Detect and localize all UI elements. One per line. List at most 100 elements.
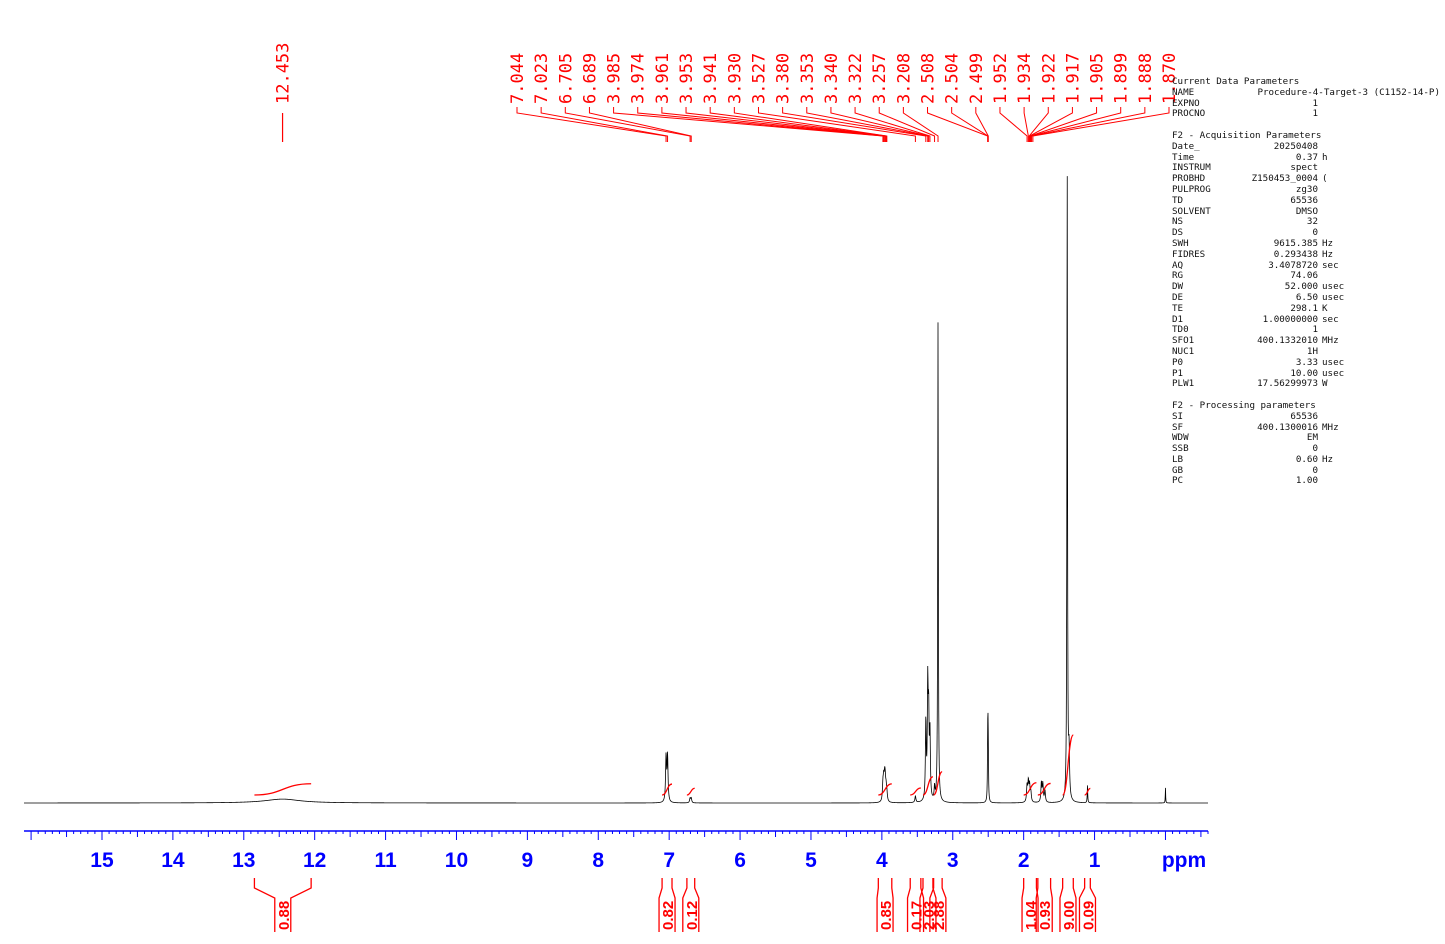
param-value: spect — [1290, 162, 1318, 174]
param-row: SFO1 400.1332010 MHz — [1172, 335, 1440, 347]
integral-value: 0.82 — [660, 901, 677, 930]
peak-label: 3.974 — [629, 53, 649, 104]
param-key: SFO1 — [1172, 335, 1195, 347]
processing-params-header: F2 - Processing parameters — [1172, 399, 1316, 411]
param-value: 6.50 — [1295, 291, 1318, 303]
param-value: 1.00 — [1295, 475, 1318, 487]
param-row: DW 52.000 usec — [1172, 281, 1440, 293]
param-value: 10.00 — [1290, 367, 1318, 379]
param-unit: K — [1322, 302, 1328, 314]
x-tick-label: 6 — [734, 849, 746, 872]
param-row: SSB 0 — [1172, 443, 1440, 455]
param-value: 74.06 — [1290, 270, 1318, 282]
param-unit — [1318, 109, 1362, 120]
integral-value: 0.93 — [1037, 901, 1054, 930]
param-unit: Hz — [1322, 237, 1334, 249]
param-unit: usec — [1322, 281, 1345, 293]
param-value: 400.1332010 — [1257, 335, 1318, 347]
integral-bracket — [920, 878, 925, 932]
peak-labels-layer: 12.453 7.044 7.023 6.705 6.689 3.985 3.974 3.96… — [274, 43, 1180, 142]
integral-bracket — [876, 878, 879, 932]
param-key: SF — [1172, 421, 1184, 433]
param-value: zg30 — [1295, 183, 1318, 195]
param-row: TE 298.1 K — [1172, 302, 1440, 315]
param-unit — [1318, 207, 1362, 218]
integral-curve — [661, 783, 673, 796]
peak-leader — [757, 107, 916, 142]
param-row: AQ 3.4078720 sec — [1172, 259, 1440, 272]
integral-bracket — [1072, 878, 1077, 932]
param-row: INSTRUM spect — [1172, 163, 1440, 174]
x-tick-label: 15 — [90, 849, 114, 872]
x-tick-label: 3 — [947, 849, 959, 872]
current-params-header: Current Data Parameters — [1172, 76, 1300, 87]
param-unit: Hz — [1322, 248, 1334, 260]
param-value: 3.4078720 — [1268, 259, 1318, 271]
param-key: PROCNO — [1172, 108, 1206, 120]
x-tick-label: 11 — [374, 849, 397, 872]
param-unit: usec — [1322, 291, 1345, 303]
param-row: P1 10.00 usec — [1172, 367, 1440, 380]
peak-label: 1.952 — [991, 53, 1011, 104]
param-row: RG 74.06 — [1172, 271, 1440, 282]
peak-leader — [1030, 107, 1122, 142]
param-value: 0 — [1312, 464, 1318, 476]
param-unit: ( — [1322, 173, 1328, 185]
peak-leader — [902, 107, 939, 142]
peak-label: 6.689 — [580, 53, 600, 104]
param-unit — [1318, 217, 1362, 228]
peak-leader — [661, 107, 886, 142]
param-value: 0.37 — [1295, 151, 1318, 163]
param-row: EXPNO 1 — [1172, 97, 1440, 110]
param-unit — [1318, 99, 1362, 110]
integral-bracket — [1089, 878, 1097, 932]
integral-curve — [910, 787, 921, 796]
peak-label: 1.870 — [1160, 53, 1180, 104]
param-key: AQ — [1172, 259, 1184, 271]
peak-label: 3.208 — [894, 53, 914, 104]
peak-label: 1.917 — [1063, 53, 1083, 104]
integral-bracket — [682, 878, 688, 932]
x-tick-label: 4 — [876, 849, 888, 872]
param-value: 1 — [1312, 97, 1318, 109]
param-key: SSB — [1172, 443, 1189, 455]
x-tick-label: 13 — [232, 849, 255, 872]
param-row: DS 0 — [1172, 227, 1440, 239]
param-row: PROBHD Z150453_0004 ( — [1172, 173, 1440, 185]
x-tick-label: 9 — [522, 849, 534, 872]
param-row: FIDRES 0.293438 Hz — [1172, 248, 1440, 261]
param-value: 1 — [1312, 108, 1318, 120]
param-value: 3.33 — [1295, 356, 1318, 368]
param-row: Date_ 20250408 — [1172, 140, 1440, 153]
peak-leader — [588, 107, 692, 142]
x-tick-label: 12 — [303, 849, 326, 872]
peak-label: 2.504 — [943, 53, 963, 104]
param-row: GB 0 — [1172, 464, 1440, 477]
integral-bracket — [929, 878, 935, 932]
param-unit: h — [1322, 151, 1328, 163]
peak-label: 2.508 — [919, 53, 939, 104]
param-unit — [1318, 433, 1362, 444]
peak-label: 3.257 — [870, 53, 890, 104]
peak-leader — [1029, 107, 1073, 142]
integral-bracket — [290, 878, 312, 932]
param-row: TD 65536 — [1172, 195, 1440, 207]
param-row: PULPROG zg30 — [1172, 183, 1440, 196]
param-key: LB — [1172, 453, 1184, 465]
param-key: D1 — [1172, 313, 1184, 325]
peak-label: 2.499 — [967, 53, 987, 104]
integral-value: 0.85 — [878, 901, 895, 930]
param-unit — [1318, 196, 1362, 207]
integral-curve — [922, 776, 934, 796]
integral-curves-layer — [254, 734, 1091, 796]
peak-label: 7.044 — [508, 53, 528, 104]
peak-leader — [782, 107, 927, 142]
param-key: SWH — [1172, 237, 1189, 249]
param-key: GB — [1172, 464, 1184, 476]
param-key: Date_ — [1172, 140, 1200, 152]
param-value: 17.56299973 — [1257, 378, 1318, 390]
param-row: WDW EM — [1172, 432, 1440, 444]
param-value: 400.1300016 — [1257, 421, 1318, 433]
acquisition-params-rows: Date_ 20250408 Time 0.37 h INSTRUM spect PROBHD… — [1172, 140, 1440, 390]
